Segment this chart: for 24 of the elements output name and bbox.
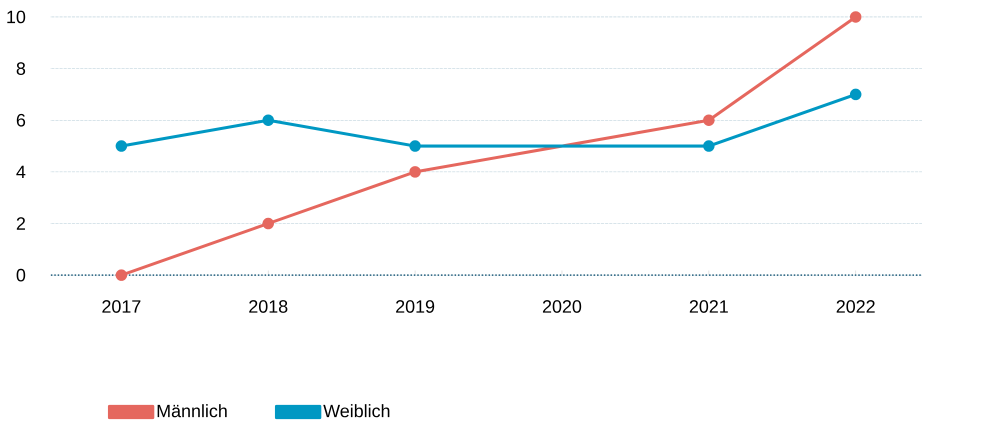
- point: [262, 218, 274, 230]
- y-tick-label: 4: [16, 166, 26, 178]
- point: [262, 114, 274, 126]
- point: [116, 140, 128, 152]
- point: [116, 269, 128, 281]
- legend-label: Männlich: [158, 404, 227, 418]
- y-tick-label: 10: [7, 10, 26, 24]
- y-tick-label: 8: [16, 62, 26, 75]
- point: [703, 140, 715, 152]
- x-tick-label: 2021: [690, 300, 728, 313]
- x-tick-label: 2017: [102, 300, 140, 313]
- y-tick-label: 0: [16, 268, 26, 282]
- x-tick-label: 2018: [249, 300, 288, 313]
- x-tick-label: 2019: [396, 300, 434, 313]
- legend-label: Weiblich: [323, 404, 390, 418]
- y-tick-label: 2: [16, 217, 25, 230]
- point: [409, 140, 421, 152]
- x-tick-label: 2022: [836, 300, 875, 313]
- x-tick-label: 2020: [542, 300, 582, 313]
- point: [850, 11, 862, 23]
- point: [850, 88, 862, 100]
- point: [703, 114, 715, 126]
- y-tick-label: 6: [16, 114, 26, 127]
- point: [409, 166, 421, 178]
